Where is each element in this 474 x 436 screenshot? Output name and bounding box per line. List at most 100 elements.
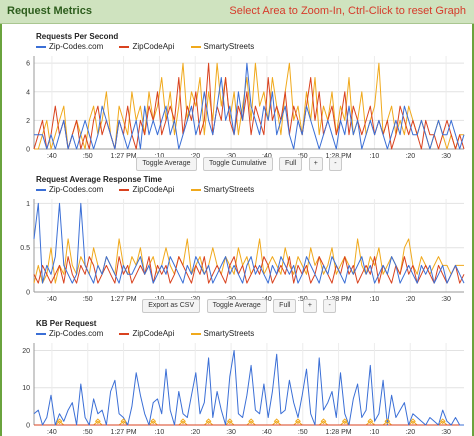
x-tick-label: 1:28 PM: [326, 429, 352, 436]
data-point: [205, 418, 212, 425]
x-tick-label: :20: [190, 153, 200, 160]
legend-item: Zip-Codes.com: [36, 42, 103, 51]
chart-plot[interactable]: 0 2 4 6:40:50 1:27 PM:10:20:30:40:50 1:28 PM:…: [2, 52, 474, 164]
legend-label: Zip-Codes.com: [49, 329, 104, 338]
legend-swatch: [36, 45, 46, 48]
y-tick-label: 6: [26, 61, 30, 68]
x-tick-label: :40: [262, 296, 272, 303]
x-tick-label: :30: [441, 429, 451, 436]
series-line: [33, 350, 464, 426]
zoom-out-button[interactable]: -: [323, 299, 336, 313]
legend-label: SmartyStreets: [203, 42, 255, 51]
export-csv-button[interactable]: Export as CSV: [142, 299, 201, 313]
chart-panel-response-time: Request Average Response Time Zip-Codes.…: [2, 169, 474, 313]
x-tick-label: :30: [441, 296, 451, 303]
series-line: [33, 62, 465, 150]
x-tick-label: :30: [226, 429, 236, 436]
chart-title: Request Average Response Time: [36, 175, 162, 184]
chart-controls: Toggle Average Toggle Cumulative Full + …: [2, 152, 474, 171]
zoom-in-button[interactable]: +: [308, 157, 323, 171]
legend-label: SmartyStreets: [203, 185, 255, 194]
x-tick-label: :40: [262, 429, 272, 436]
toggle-average-button[interactable]: Toggle Average: [206, 299, 267, 313]
full-button[interactable]: Full: [279, 157, 303, 171]
x-tick-label: :50: [83, 296, 93, 303]
y-tick-label: 1: [26, 201, 30, 208]
chart-panel-requests-per-second: Requests Per Second Zip-Codes.com ZipCod…: [2, 24, 474, 171]
data-point: [248, 418, 255, 425]
toggle-cumulative-button[interactable]: Toggle Cumulative: [202, 157, 273, 171]
zoom-in-button[interactable]: +: [302, 299, 317, 313]
data-point: [273, 418, 280, 425]
x-tick-label: :20: [405, 296, 415, 303]
data-point: [94, 418, 101, 425]
x-tick-label: :40: [47, 429, 57, 436]
chart-plot[interactable]: 0 10 20:40:50 1:27 PM:10:20:30:40:50 1:28 PM…: [2, 339, 474, 436]
x-tick-label: :20: [190, 429, 200, 436]
data-point: [439, 418, 446, 425]
data-point: [341, 418, 348, 425]
page-header: Request Metrics Select Area to Zoom-In, …: [0, 0, 474, 24]
x-tick-label: 1:28 PM: [326, 296, 352, 303]
series-line: [33, 202, 465, 284]
full-button[interactable]: Full: [273, 299, 297, 313]
legend-item: SmartyStreets: [190, 42, 255, 51]
x-tick-label: :30: [226, 153, 236, 160]
chart-controls: Export as CSV Toggle Average Full + -: [2, 294, 474, 313]
data-point: [56, 418, 63, 425]
legend-swatch: [119, 332, 130, 335]
data-point: [226, 418, 233, 425]
x-tick-label: :10: [370, 153, 380, 160]
toggle-average-button[interactable]: Toggle Average: [136, 157, 197, 171]
legend-item: ZipCodeApi: [119, 185, 174, 194]
legend-label: ZipCodeApi: [132, 185, 175, 194]
x-tick-label: :50: [83, 153, 93, 160]
content-frame: Requests Per Second Zip-Codes.com ZipCod…: [0, 24, 474, 436]
x-tick-label: :40: [47, 296, 57, 303]
zoom-out-button[interactable]: -: [329, 157, 342, 171]
y-tick-label: 0: [26, 290, 30, 297]
data-point: [320, 418, 327, 425]
x-tick-label: :40: [47, 153, 57, 160]
y-tick-label: 2: [26, 118, 30, 125]
legend-item: ZipCodeApi: [119, 329, 174, 338]
x-tick-label: :20: [405, 153, 415, 160]
x-tick-label: :10: [370, 296, 380, 303]
legend-label: Zip-Codes.com: [49, 185, 104, 194]
series-line: [34, 62, 464, 150]
y-tick-label: 10: [22, 385, 30, 392]
y-tick-label: 0: [26, 423, 30, 430]
x-tick-label: 1:28 PM: [326, 153, 352, 160]
legend-swatch: [36, 188, 46, 191]
data-point: [120, 418, 127, 425]
data-point: [367, 418, 374, 425]
x-tick-label: 1:27 PM: [111, 429, 137, 436]
data-point: [295, 418, 301, 425]
legend-swatch: [190, 332, 201, 335]
chart-plot[interactable]: 0 0.5 1:40:50 1:27 PM:10:20:30:40:50 1:28 PM…: [2, 195, 474, 307]
chart-title: KB Per Request: [36, 319, 97, 328]
series-line: [33, 256, 465, 284]
y-tick-label: 4: [26, 89, 30, 96]
chart-panel-kb-per-request: KB Per Request Zip-Codes.com ZipCodeApi …: [2, 314, 474, 436]
x-tick-label: :20: [405, 429, 415, 436]
x-tick-label: :50: [298, 296, 308, 303]
legend-swatch: [36, 332, 46, 335]
legend-label: ZipCodeApi: [132, 42, 175, 51]
legend-label: SmartyStreets: [203, 329, 255, 338]
chart-legend: Zip-Codes.com ZipCodeApi SmartyStreets: [36, 329, 268, 338]
x-tick-label: :10: [370, 429, 380, 436]
x-tick-label: :50: [83, 429, 93, 436]
x-tick-label: :30: [441, 153, 451, 160]
x-tick-label: :40: [262, 153, 272, 160]
data-point: [180, 418, 186, 425]
legend-item: SmartyStreets: [190, 185, 255, 194]
page-title: Request Metrics: [7, 5, 92, 17]
legend-swatch: [119, 45, 130, 48]
legend-swatch: [119, 188, 130, 191]
legend-swatch: [190, 188, 201, 191]
chart-legend: Zip-Codes.com ZipCodeApi SmartyStreets: [36, 42, 268, 51]
legend-item: Zip-Codes.com: [36, 185, 103, 194]
x-tick-label: 1:27 PM: [111, 296, 137, 303]
zoom-hint: Select Area to Zoom-In, Ctrl-Click to re…: [229, 5, 466, 17]
